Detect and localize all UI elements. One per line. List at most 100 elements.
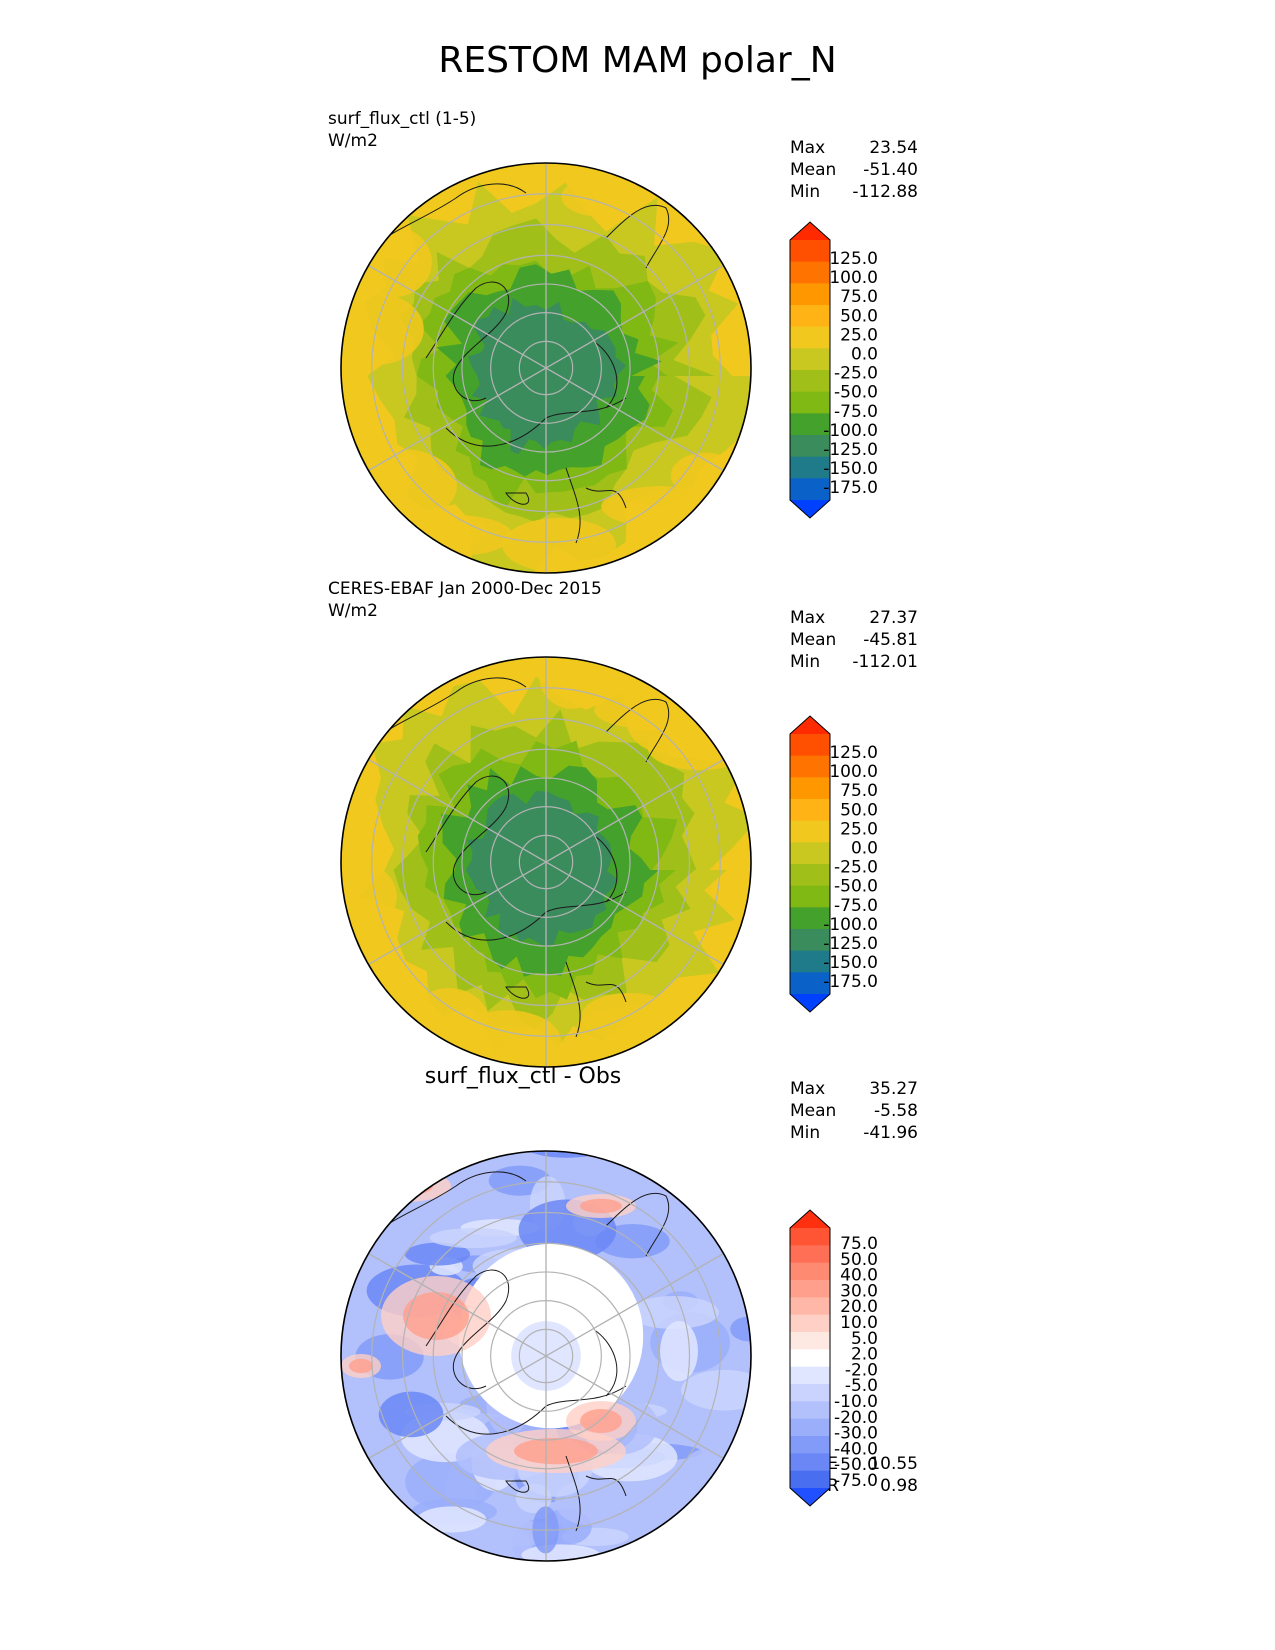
colorbar-segment <box>790 348 830 371</box>
coastline <box>370 1171 527 1237</box>
colorbar-segment <box>790 391 830 414</box>
colorbar-tick-label: 100.0 <box>829 762 878 782</box>
colorbar-segment <box>790 929 830 952</box>
colorbar-extend-top <box>790 716 830 734</box>
field-positive-core <box>403 1292 469 1340</box>
field-patch <box>623 489 734 537</box>
field-patch <box>594 691 702 729</box>
colorbar-tick-label: -30.0 <box>834 1424 878 1444</box>
coastline <box>595 342 618 409</box>
field-patch <box>502 517 616 573</box>
coastline <box>505 986 529 999</box>
colorbar-tick-label: 50.0 <box>840 800 878 820</box>
colorbar-segment <box>790 734 830 757</box>
colorbar-tick-label: -20.0 <box>834 1408 878 1428</box>
colorbar-tick-label: 50.0 <box>840 1250 878 1270</box>
colorbar-tick-label: 25.0 <box>840 819 878 839</box>
colorbar-2: 125.0100.075.050.025.00.0-25.0-50.0-75.0… <box>789 715 878 1013</box>
colorbar-segment <box>790 1384 830 1402</box>
field-patch <box>378 1391 444 1438</box>
coastline <box>370 677 527 743</box>
meridian-gridline <box>545 1252 724 1357</box>
coastline <box>505 1480 529 1493</box>
colorbar-segment <box>790 755 830 778</box>
meridian-gridline <box>368 264 547 369</box>
colorbar-segment <box>790 1470 830 1489</box>
coastline <box>595 1330 618 1397</box>
colorbar-tick-label: 50.0 <box>840 306 878 326</box>
colorbar-tick-label: -50.0 <box>834 1455 878 1475</box>
colorbar-tick-label: 30.0 <box>840 1281 878 1301</box>
coastline <box>605 1192 670 1257</box>
coastline <box>505 492 529 505</box>
colorbar-extend-bottom <box>790 1488 830 1506</box>
colorbar-tick-label: 10.0 <box>840 1313 878 1333</box>
meridian-gridline <box>368 861 547 966</box>
colorbar-tick-label: -100.0 <box>823 915 878 935</box>
panel3-corr: 0.98 <box>880 1476 918 1496</box>
field-patch <box>348 449 457 523</box>
colorbar-tick-label: -2.0 <box>845 1360 878 1380</box>
field-patch <box>581 992 678 1040</box>
colorbar-segment <box>790 456 830 479</box>
colorbar-segment <box>790 1436 830 1454</box>
coastline <box>425 775 510 896</box>
colorbar-tick-label: 20.0 <box>840 1297 878 1317</box>
meridian-gridline <box>545 758 724 863</box>
field-patch <box>429 1227 517 1249</box>
colorbar-tick-label: 100.0 <box>829 268 878 288</box>
map-field <box>341 163 751 573</box>
panel3-rmse: 10.55 <box>869 1454 918 1474</box>
meridian-gridline <box>368 758 547 863</box>
map-field <box>341 1151 751 1561</box>
field-patch <box>561 176 639 217</box>
field-patch <box>539 657 606 709</box>
colorbar-segment <box>790 1453 830 1472</box>
colorbar-tick-label: -5.0 <box>845 1376 878 1396</box>
colorbar-tick-label: -150.0 <box>823 459 878 479</box>
field-patch <box>341 293 424 365</box>
colorbar-tick-label: -40.0 <box>834 1439 878 1459</box>
colorbar-tick-label: -25.0 <box>834 364 878 384</box>
colorbar-segment <box>790 950 830 973</box>
colorbar-outline <box>789 1209 831 1507</box>
meridian-gridline <box>545 861 724 966</box>
figure-title: RESTOM MAM polar_N <box>438 40 837 81</box>
colorbar-segment <box>790 1418 830 1437</box>
panel2-stats: Max 27.37 Mean -45.81 Min -112.01 <box>790 608 918 672</box>
colorbar-segment <box>790 1401 830 1420</box>
colorbar-segment <box>790 370 830 393</box>
meridian-gridline <box>545 367 724 472</box>
meridian-gridline <box>545 264 724 369</box>
colorbar-segment <box>790 261 830 284</box>
coastline <box>370 183 527 249</box>
field-patch <box>627 1295 719 1329</box>
field-positive-core <box>514 1437 598 1465</box>
colorbar-segment <box>790 885 830 908</box>
colorbar-segment <box>790 842 830 865</box>
colorbar-segment <box>790 435 830 458</box>
panel1-min: -112.88 <box>852 182 918 202</box>
colorbar-segment <box>790 820 830 843</box>
colorbar-extend-top <box>790 222 830 240</box>
colorbar-tick-label: -150.0 <box>823 953 878 973</box>
polar-map-3 <box>340 1150 752 1562</box>
colorbar-tick-label: 125.0 <box>829 249 878 269</box>
colorbar-tick-label: 75.0 <box>840 1234 878 1254</box>
colorbar-tick-label: 40.0 <box>840 1266 878 1286</box>
field-positive-core <box>379 1176 433 1196</box>
colorbar-segment <box>790 1280 830 1298</box>
meridian-gridline <box>368 367 547 472</box>
meridian-gridline <box>545 1355 724 1460</box>
panel3-stats: Max 35.27 Mean -5.58 Min -41.96 <box>790 1079 918 1143</box>
coastline <box>595 836 618 903</box>
colorbar-segment <box>790 1349 830 1368</box>
panel1-units: W/m2 <box>328 131 378 151</box>
colorbar-segment <box>790 326 830 349</box>
field-band-5 <box>468 298 627 455</box>
panel2-max: 27.37 <box>869 608 918 628</box>
field-positive-core <box>580 1198 622 1214</box>
map-boundary <box>340 162 752 574</box>
colorbar-tick-label: -125.0 <box>823 934 878 954</box>
